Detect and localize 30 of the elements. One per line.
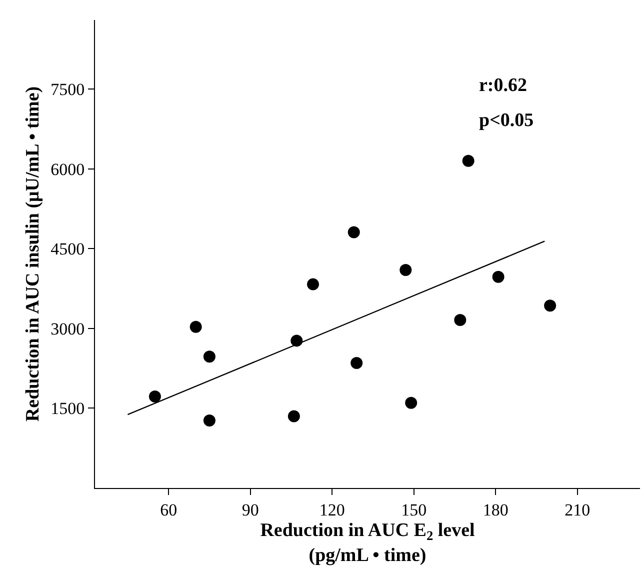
point (405, 396, 418, 409)
y-tick-label: 4500 (50, 240, 85, 259)
point (148, 390, 161, 403)
point (190, 320, 202, 333)
x-tick-label: 150 (401, 500, 427, 520)
x-axis-title: Reduction in AUC E$_{2}$ level (pg/mL • time) (260, 520, 475, 566)
y-tick-label: 7500 (50, 80, 85, 100)
point (462, 154, 474, 167)
point (288, 410, 300, 422)
point (203, 414, 216, 426)
y-tick-label: 1500 (50, 399, 85, 418)
point (350, 357, 363, 370)
x-tick-label: 180 (482, 500, 508, 520)
point (203, 350, 216, 363)
x-tick-label: 90 (242, 500, 259, 520)
annotation: p<0.05 (479, 110, 534, 131)
x-tick-label: 60 (160, 500, 178, 520)
point (544, 300, 556, 312)
point (400, 264, 412, 276)
y-tick-label: 3000 (50, 319, 85, 338)
point (307, 278, 319, 290)
x-tick-label: 210 (564, 500, 590, 520)
point (492, 270, 504, 283)
y-tick-label: 6000 (50, 160, 85, 179)
x-tick-label: 120 (319, 500, 345, 520)
point (348, 226, 360, 238)
point (454, 314, 466, 326)
annotation: r:0.62 (479, 75, 528, 96)
point (290, 334, 303, 347)
y-axis-title: Reduction in AUC insulin (μU/mL • time) (22, 86, 44, 422)
